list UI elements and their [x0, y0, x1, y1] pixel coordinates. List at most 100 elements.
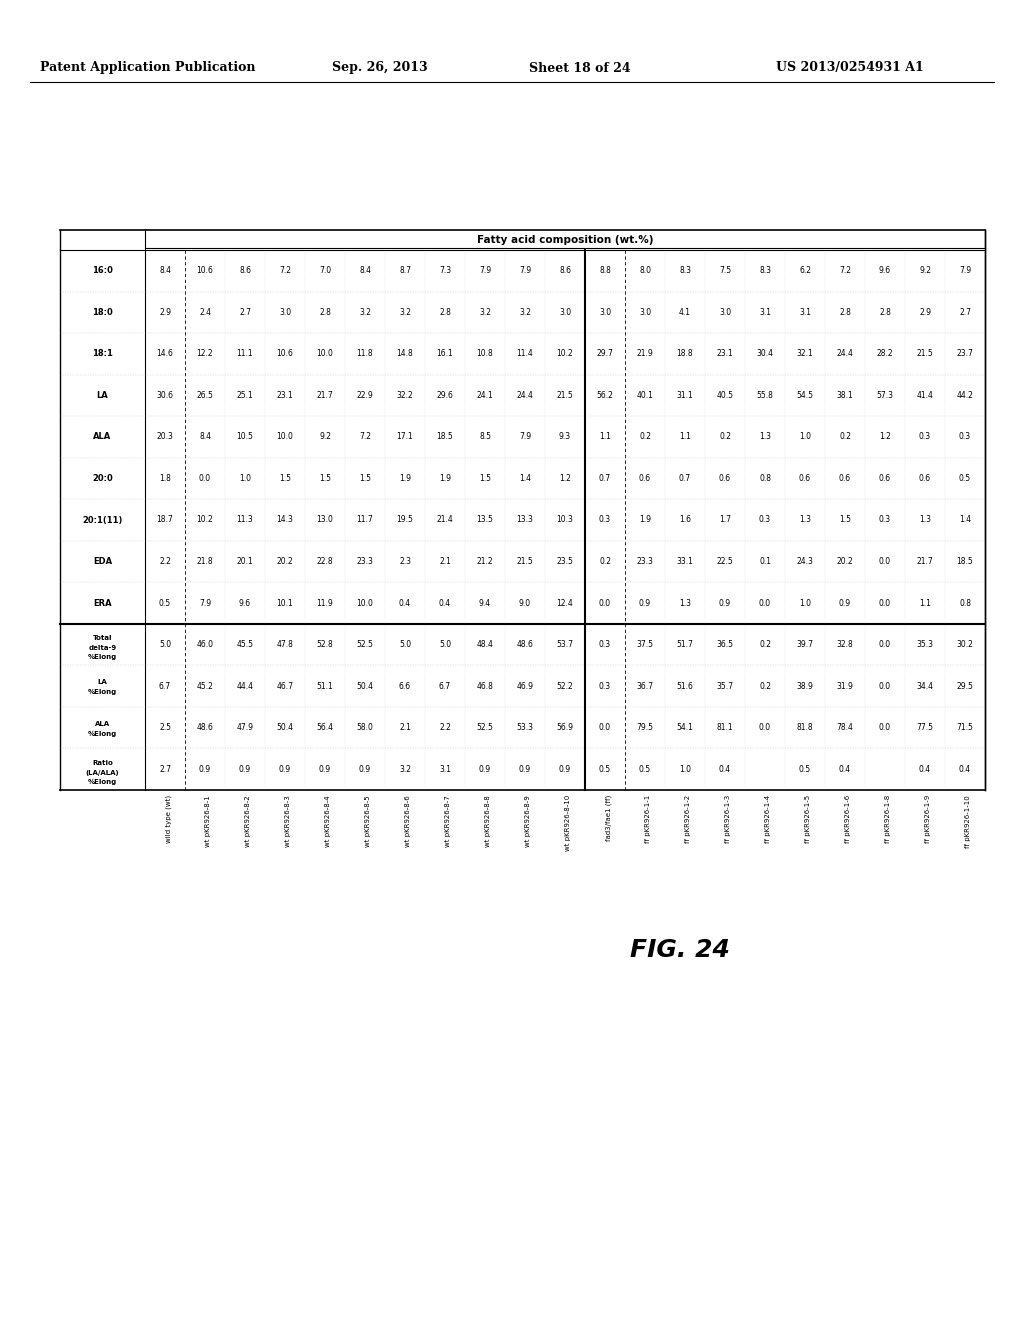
Text: 2.8: 2.8 [319, 308, 331, 317]
Text: 13.5: 13.5 [476, 516, 494, 524]
Text: 2.8: 2.8 [439, 308, 451, 317]
Text: 21.7: 21.7 [916, 557, 933, 566]
Text: 37.5: 37.5 [637, 640, 653, 649]
Text: 24.4: 24.4 [837, 350, 853, 358]
Text: 46.0: 46.0 [197, 640, 213, 649]
Text: 2.7: 2.7 [959, 308, 971, 317]
Text: 0.2: 0.2 [599, 557, 611, 566]
Text: wt pKR926-8-3: wt pKR926-8-3 [285, 795, 291, 846]
Text: 21.5: 21.5 [916, 350, 933, 358]
Text: 0.7: 0.7 [679, 474, 691, 483]
Text: 0.0: 0.0 [759, 723, 771, 733]
Text: 0.4: 0.4 [719, 764, 731, 774]
Text: 21.9: 21.9 [637, 350, 653, 358]
Text: 0.3: 0.3 [599, 640, 611, 649]
Text: 22.8: 22.8 [316, 557, 334, 566]
Text: 10.8: 10.8 [476, 350, 494, 358]
Text: 7.3: 7.3 [439, 267, 451, 276]
Text: 1.5: 1.5 [359, 474, 371, 483]
Text: 0.5: 0.5 [159, 598, 171, 607]
Text: 47.8: 47.8 [276, 640, 294, 649]
Text: 1.0: 1.0 [799, 433, 811, 441]
Text: 9.2: 9.2 [319, 433, 331, 441]
Text: 2.3: 2.3 [399, 557, 411, 566]
Text: 9.4: 9.4 [479, 598, 492, 607]
Text: 30.4: 30.4 [757, 350, 773, 358]
Text: 1.4: 1.4 [519, 474, 531, 483]
Text: 1.9: 1.9 [639, 516, 651, 524]
Text: 1.3: 1.3 [679, 598, 691, 607]
Text: 11.9: 11.9 [316, 598, 334, 607]
Text: 29.5: 29.5 [956, 681, 974, 690]
Text: 20:1(11): 20:1(11) [82, 516, 123, 524]
Text: 35.7: 35.7 [717, 681, 733, 690]
Text: 53.7: 53.7 [556, 640, 573, 649]
Text: 3.0: 3.0 [599, 308, 611, 317]
Text: 39.7: 39.7 [797, 640, 813, 649]
Text: 18.5: 18.5 [436, 433, 454, 441]
Text: 3.2: 3.2 [479, 308, 490, 317]
Text: 0.2: 0.2 [719, 433, 731, 441]
Text: 29.6: 29.6 [436, 391, 454, 400]
Text: 44.2: 44.2 [956, 391, 974, 400]
Text: 19.5: 19.5 [396, 516, 414, 524]
Text: 14.3: 14.3 [276, 516, 294, 524]
Text: LA: LA [96, 391, 109, 400]
Text: 0.7: 0.7 [599, 474, 611, 483]
Text: 0.9: 0.9 [279, 764, 291, 774]
Text: 54.1: 54.1 [677, 723, 693, 733]
Text: 21.4: 21.4 [436, 516, 454, 524]
Text: 1.9: 1.9 [439, 474, 451, 483]
Text: 25.1: 25.1 [237, 391, 253, 400]
Text: ff pKR926-1-6: ff pKR926-1-6 [845, 795, 851, 843]
Text: 0.9: 0.9 [839, 598, 851, 607]
Text: 3.2: 3.2 [519, 308, 531, 317]
Text: 0.1: 0.1 [759, 557, 771, 566]
Text: 1.3: 1.3 [799, 516, 811, 524]
Text: 8.4: 8.4 [159, 267, 171, 276]
Text: 1.8: 1.8 [159, 474, 171, 483]
Text: 1.1: 1.1 [599, 433, 611, 441]
Text: wt pKR926-8-9: wt pKR926-8-9 [525, 795, 531, 846]
Text: US 2013/0254931 A1: US 2013/0254931 A1 [776, 62, 924, 74]
Text: 9.2: 9.2 [919, 267, 931, 276]
Text: 23.1: 23.1 [717, 350, 733, 358]
Text: LA: LA [97, 678, 108, 685]
Text: 2.1: 2.1 [399, 723, 411, 733]
Text: 0.0: 0.0 [879, 557, 891, 566]
Text: 0.3: 0.3 [879, 516, 891, 524]
Text: 8.6: 8.6 [239, 267, 251, 276]
Text: 12.2: 12.2 [197, 350, 213, 358]
Text: 10.2: 10.2 [197, 516, 213, 524]
Text: 3.1: 3.1 [759, 308, 771, 317]
Text: 3.2: 3.2 [399, 308, 411, 317]
Text: 0.8: 0.8 [759, 474, 771, 483]
Text: 18:0: 18:0 [92, 308, 113, 317]
Text: 0.6: 0.6 [839, 474, 851, 483]
Text: 10.1: 10.1 [276, 598, 293, 607]
Text: 23.1: 23.1 [276, 391, 293, 400]
Text: 8.3: 8.3 [679, 267, 691, 276]
Text: 11.1: 11.1 [237, 350, 253, 358]
Text: 1.3: 1.3 [759, 433, 771, 441]
Text: 31.1: 31.1 [677, 391, 693, 400]
Text: 77.5: 77.5 [916, 723, 934, 733]
Text: %Elong: %Elong [88, 779, 117, 784]
Text: 0.6: 0.6 [879, 474, 891, 483]
Text: 10.5: 10.5 [237, 433, 253, 441]
Text: 8.4: 8.4 [359, 267, 371, 276]
Text: 0.4: 0.4 [399, 598, 411, 607]
Text: 11.3: 11.3 [237, 516, 253, 524]
Text: 38.9: 38.9 [797, 681, 813, 690]
Text: wt pKR926-8-6: wt pKR926-8-6 [406, 795, 411, 846]
Text: 81.1: 81.1 [717, 723, 733, 733]
Text: 1.5: 1.5 [839, 516, 851, 524]
Text: 8.8: 8.8 [599, 267, 611, 276]
Text: 21.2: 21.2 [477, 557, 494, 566]
Text: 6.7: 6.7 [159, 681, 171, 690]
Text: wild type (wt): wild type (wt) [165, 795, 171, 843]
Text: 3.0: 3.0 [639, 308, 651, 317]
Text: 23.3: 23.3 [637, 557, 653, 566]
Text: 0.5: 0.5 [599, 764, 611, 774]
Text: 7.9: 7.9 [519, 433, 531, 441]
